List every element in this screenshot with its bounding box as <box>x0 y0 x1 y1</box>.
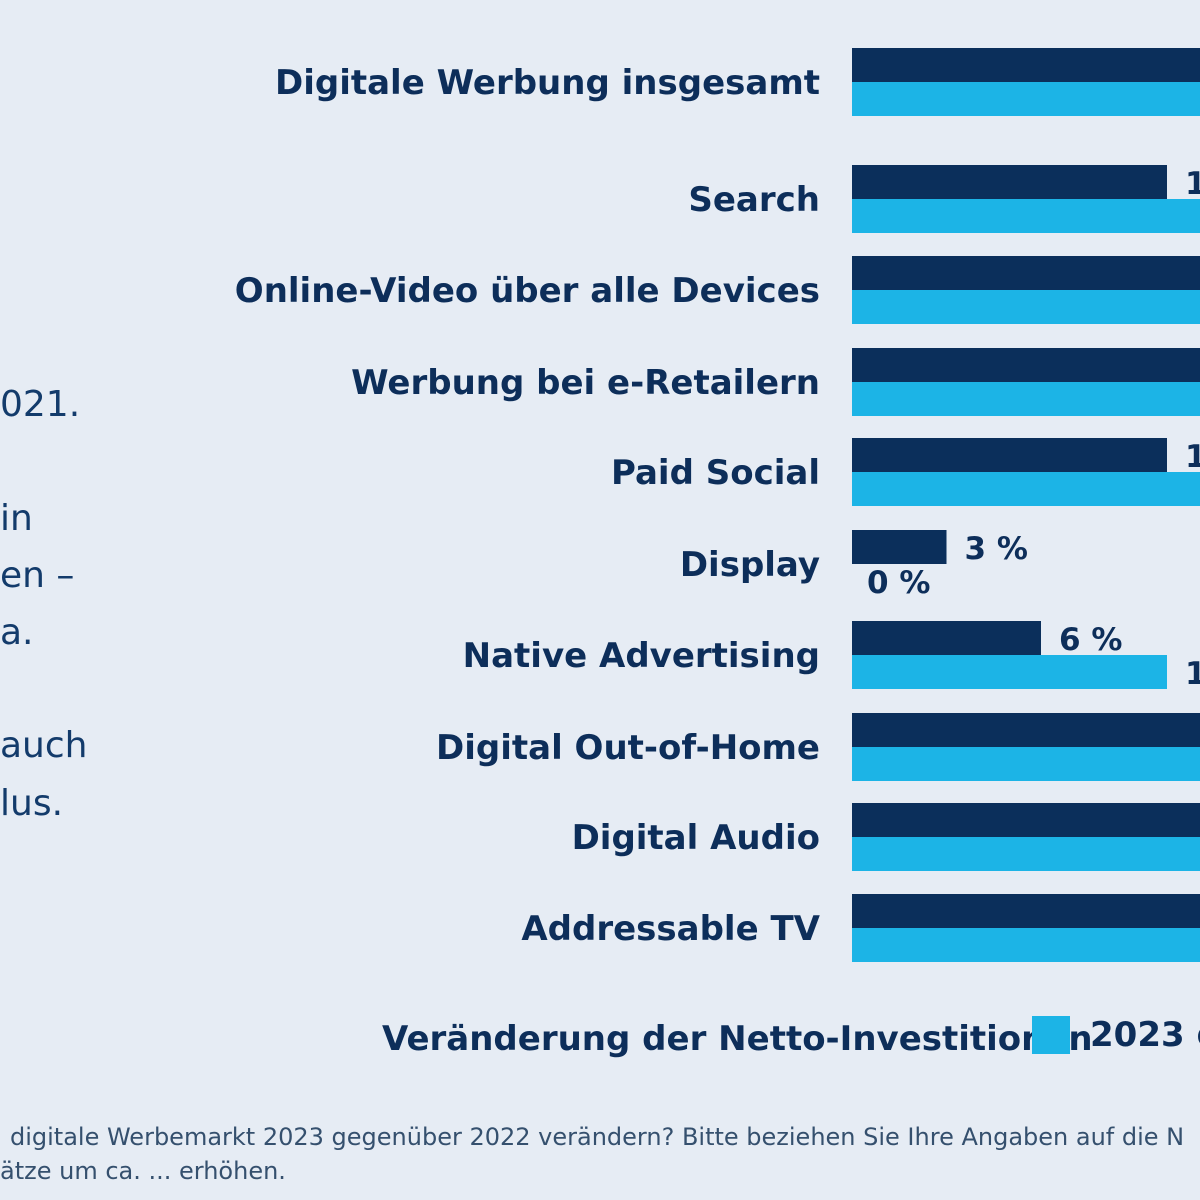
value-label-search-series-0: 1 <box>1185 166 1200 202</box>
body-text-line: in <box>0 498 33 539</box>
bar-paid-social-series-1 <box>852 472 1200 506</box>
bar-display-series-0 <box>852 530 947 564</box>
category-label-digital-audio: Digital Audio <box>572 818 820 858</box>
body-text-line: auch <box>0 725 88 766</box>
category-label-digitale-werbung-insgesamt: Digitale Werbung insgesamt <box>275 63 820 103</box>
value-label-native-advertising-series-1: 1 <box>1185 656 1200 692</box>
bar-online-video-uber-alle-devices-series-1 <box>852 290 1200 324</box>
bar-paid-social-series-0 <box>852 438 1167 472</box>
category-label-online-video-uber-alle-devices: Online-Video über alle Devices <box>235 271 820 311</box>
value-label-native-advertising-series-0: 6 % <box>1059 622 1122 658</box>
bar-werbung-bei-e-retailern-series-1 <box>852 382 1200 416</box>
body-text-line: en – <box>0 555 75 596</box>
footnote: digitale Werbemarkt 2023 gegenüber 2022 … <box>0 1120 1200 1188</box>
bar-search-series-1 <box>852 199 1200 233</box>
legend-swatch-2023 <box>1032 1016 1070 1054</box>
body-text-line: lus. <box>0 783 64 824</box>
bar-addressable-tv-series-1 <box>852 928 1200 962</box>
bar-werbung-bei-e-retailern-series-0 <box>852 348 1200 382</box>
bar-digitale-werbung-insgesamt-series-1 <box>852 82 1200 116</box>
bar-search-series-0 <box>852 165 1167 199</box>
category-label-paid-social: Paid Social <box>611 453 820 493</box>
value-label-display-series-1: 0 % <box>867 565 930 601</box>
footnote-line: digitale Werbemarkt 2023 gegenüber 2022 … <box>10 1123 1185 1151</box>
bar-digital-out-of-home-series-1 <box>852 747 1200 781</box>
legend-title: Veränderung der Netto-Investitionen <box>382 1019 1093 1059</box>
body-text-fragments: 021. in en – a. auch lus. <box>0 0 200 1000</box>
category-label-digital-out-of-home: Digital Out-of-Home <box>436 728 820 768</box>
bar-native-advertising-series-0 <box>852 621 1041 655</box>
category-label-addressable-tv: Addressable TV <box>521 909 820 949</box>
bar-digital-audio-series-0 <box>852 803 1200 837</box>
value-label-display-series-0: 3 % <box>965 531 1028 567</box>
bar-addressable-tv-series-0 <box>852 894 1200 928</box>
bar-online-video-uber-alle-devices-series-0 <box>852 256 1200 290</box>
bar-digitale-werbung-insgesamt-series-0 <box>852 48 1200 82</box>
bar-chart: Digitale Werbung insgesamt Search Online-V… <box>235 48 1200 962</box>
footnote-line: ätze um ca. ... erhöhen. <box>0 1157 286 1185</box>
category-label-werbung-bei-e-retailern: Werbung bei e-Retailern <box>351 363 820 403</box>
value-label-paid-social-series-0: 1 <box>1185 439 1200 475</box>
body-text-line: a. <box>0 612 34 653</box>
bar-digital-out-of-home-series-0 <box>852 713 1200 747</box>
category-label-native-advertising: Native Advertising <box>463 636 820 676</box>
body-text-line: 021. <box>0 384 81 425</box>
category-label-display: Display <box>680 545 820 585</box>
category-label-search: Search <box>688 180 820 220</box>
bar-native-advertising-series-1 <box>852 655 1167 689</box>
bar-digital-audio-series-1 <box>852 837 1200 871</box>
legend-label-2023: 2023 g <box>1090 1015 1200 1055</box>
